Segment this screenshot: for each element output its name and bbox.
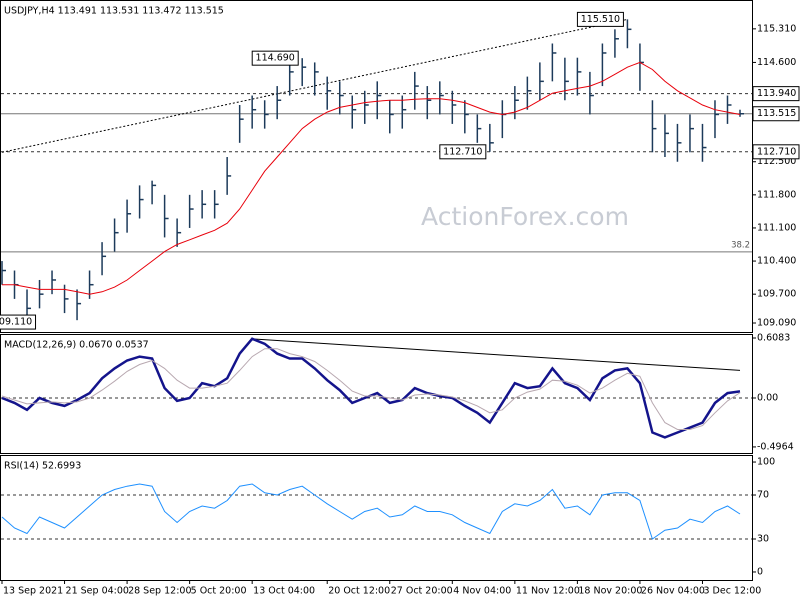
- y-tick-label: 114.600: [757, 57, 796, 68]
- series-line: [2, 61, 741, 295]
- rsi-panel: [0, 455, 753, 581]
- y-tick-label: 109.090: [757, 318, 796, 329]
- trendline: [1, 18, 628, 153]
- annotation-box: [251, 50, 299, 66]
- level-box: [752, 144, 800, 160]
- y-tick-label: 100: [757, 457, 775, 468]
- x-tick-label: 21 Sep 04:00: [66, 586, 129, 597]
- x-tick-label: 18 Nov 20:00: [578, 586, 642, 597]
- x-tick-label: 20 Oct 12:00: [328, 586, 390, 597]
- annotation-box: [0, 314, 37, 330]
- annotation-box: [439, 144, 487, 160]
- y-tick-label: 109.700: [757, 289, 796, 300]
- y-tick-label: 0: [757, 566, 763, 577]
- x-tick-label: 13 Sep 2021: [3, 586, 63, 597]
- y-tick-label: 115.310: [757, 23, 796, 34]
- y-tick-label: 110.400: [757, 256, 796, 267]
- annotation-label: 115.510: [581, 14, 620, 25]
- x-tick-label: 26 Nov 04:00: [641, 586, 705, 597]
- annotation-label: 114.690: [256, 53, 295, 64]
- level-label: 113.515: [757, 108, 796, 119]
- level-label: 113.940: [757, 88, 796, 99]
- panel-title: USDJPY,H4 113.491 113.531 113.472 113.51…: [4, 6, 224, 17]
- watermark: ActionForex.com: [421, 202, 629, 231]
- level-label: 112.710: [757, 146, 796, 157]
- trendline: [252, 338, 741, 371]
- annotation-label: 112.710: [443, 146, 482, 157]
- price-panel: [0, 0, 753, 333]
- series-line: [1, 348, 741, 430]
- y-tick-label: -0.4964: [757, 441, 794, 452]
- level-box: [752, 106, 800, 122]
- panel-title: RSI(14) 52.6993: [4, 461, 81, 472]
- x-tick-label: 5 Oct 20:00: [191, 586, 247, 597]
- y-tick-label: 112.500: [757, 156, 796, 167]
- series-line: [1, 483, 741, 540]
- x-tick-label: 4 Nov 04:00: [453, 586, 511, 597]
- y-tick-label: 70: [757, 490, 769, 501]
- x-tick-label: 13 Oct 04:00: [253, 586, 315, 597]
- y-tick-label: 30: [757, 533, 769, 544]
- macd-panel: [0, 334, 753, 454]
- x-tick-label: 11 Nov 12:00: [516, 586, 580, 597]
- x-tick-label: 3 Dec 12:00: [703, 586, 761, 597]
- y-tick-label: 111.800: [757, 189, 796, 200]
- level-box: [752, 86, 800, 102]
- annotation-box: [576, 11, 624, 27]
- x-tick-label: 28 Sep 12:00: [128, 586, 191, 597]
- y-tick-label: 111.100: [757, 222, 796, 233]
- annotation-label: 109.110: [0, 317, 32, 328]
- y-tick-label: 0.6083: [757, 333, 790, 344]
- y-tick-label: 0.00: [757, 392, 778, 403]
- panel-title: MACD(12,26,9) 0.0670 0.0537: [4, 340, 149, 351]
- x-tick-label: 27 Oct 20:00: [391, 586, 453, 597]
- level-label: 38.2: [731, 240, 750, 250]
